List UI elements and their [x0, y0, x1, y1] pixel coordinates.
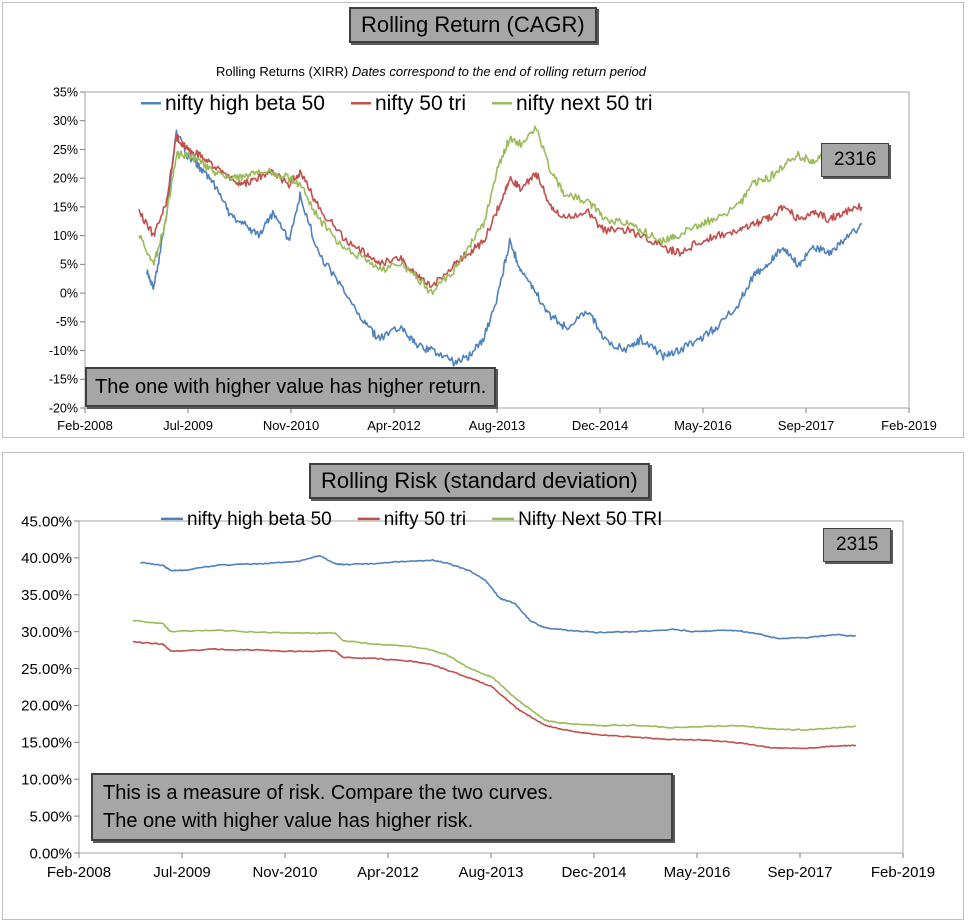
- annotation-line: The one with higher value has higher ret…: [95, 376, 487, 398]
- y-tick-label: 45.00%: [21, 513, 72, 530]
- chart-subtitle: Rolling Returns (XIRR) Dates correspond …: [216, 64, 646, 79]
- x-tick-label: Feb-2008: [57, 418, 113, 433]
- rolling-return-chart: 35% 30% 25% 20% 15% 10% 5% 0% -5% -10% -15% -20% Feb…: [49, 85, 937, 433]
- legend-entry: nifty high beta 50: [165, 92, 325, 115]
- rolling-risk-panel: Rolling Risk (standard deviation) 45.00%…: [2, 452, 964, 920]
- legend-entry: nifty 50 tri: [375, 92, 466, 115]
- series-line-1: [146, 129, 862, 367]
- x-tick-label: Jul-2009: [153, 864, 211, 881]
- annotation-line: The one with higher value has higher ris…: [103, 810, 474, 832]
- legend-entry: nifty high beta 50: [187, 509, 332, 530]
- y-tick-label: 15.00%: [21, 735, 72, 752]
- subtitle-note: Dates correspond to the end of rolling r…: [351, 64, 646, 79]
- y-tick-label: 25%: [53, 143, 78, 157]
- series-count-badge: 2315: [823, 528, 892, 562]
- x-tick-label: Apr-2012: [367, 418, 420, 433]
- x-tick-label: Sep-2017: [767, 864, 832, 881]
- series-line-2: [132, 640, 857, 750]
- series-line-1: [140, 554, 857, 640]
- y-tick-label: 40.00%: [21, 550, 72, 567]
- x-tick-label: Dec-2014: [561, 864, 626, 881]
- x-tick-label: Dec-2014: [572, 418, 628, 433]
- y-tick-label: 25.00%: [21, 661, 72, 678]
- series-line-3: [138, 125, 844, 296]
- annotation-line: This is a measure of risk. Compare the t…: [103, 782, 554, 804]
- y-tick-label: -15%: [49, 373, 78, 387]
- y-tick-label: 0%: [60, 286, 78, 300]
- x-tick-label: May-2016: [674, 418, 732, 433]
- y-tick-label: 20.00%: [21, 698, 72, 715]
- x-tick-label: Apr-2012: [357, 864, 419, 881]
- y-tick-label: 10%: [53, 229, 78, 243]
- y-tick-label: -10%: [49, 344, 78, 358]
- y-tick-label: 30%: [53, 114, 78, 128]
- x-tick-label: May-2016: [664, 864, 731, 881]
- y-tick-label: 0.00%: [29, 845, 72, 862]
- annotation-box: This is a measure of risk. Compare the t…: [91, 773, 673, 841]
- y-tick-label: 15%: [53, 200, 78, 214]
- subtitle-main: Rolling Returns (XIRR): [216, 64, 349, 79]
- annotation-box: The one with higher value has higher ret…: [85, 367, 497, 407]
- y-tick-label: 5.00%: [29, 808, 72, 825]
- legend-entry: Nifty Next 50 TRI: [518, 509, 662, 530]
- y-tick-label: 10.00%: [21, 771, 72, 788]
- chart-title: Rolling Return (CAGR): [349, 7, 597, 43]
- rolling-risk-chart: 45.00% 40.00% 35.00% 30.00% 25.00% 20.00% 15.0…: [21, 509, 935, 881]
- y-tick-label: 35%: [53, 85, 78, 99]
- y-tick-label: 30.00%: [21, 624, 72, 641]
- x-tick-label: Feb-2019: [871, 864, 935, 881]
- y-tick-label: 5%: [60, 258, 78, 272]
- series-line-3: [132, 619, 856, 732]
- y-tick-label: -5%: [56, 315, 78, 329]
- x-tick-label: Nov-2010: [263, 418, 319, 433]
- x-tick-label: Aug-2013: [458, 864, 523, 881]
- x-tick-label: Feb-2019: [881, 418, 937, 433]
- y-tick-label: 35.00%: [21, 587, 72, 604]
- y-tick-label: 20%: [53, 172, 78, 186]
- x-tick-label: Aug-2013: [469, 418, 525, 433]
- series-count-badge: 2316: [821, 143, 890, 177]
- x-tick-label: Sep-2017: [778, 418, 834, 433]
- y-tick-label: -20%: [49, 401, 78, 415]
- legend-entry: nifty 50 tri: [384, 509, 466, 530]
- series-line-2: [138, 133, 863, 289]
- x-tick-label: Jul-2009: [163, 418, 213, 433]
- legend-entry: nifty next 50 tri: [516, 92, 653, 115]
- rolling-return-panel: Rolling Return (CAGR) Rolling Returns (X…: [2, 2, 964, 438]
- x-tick-label: Feb-2008: [47, 864, 111, 881]
- x-tick-label: Nov-2010: [252, 864, 317, 881]
- chart-title: Rolling Risk (standard deviation): [309, 463, 650, 499]
